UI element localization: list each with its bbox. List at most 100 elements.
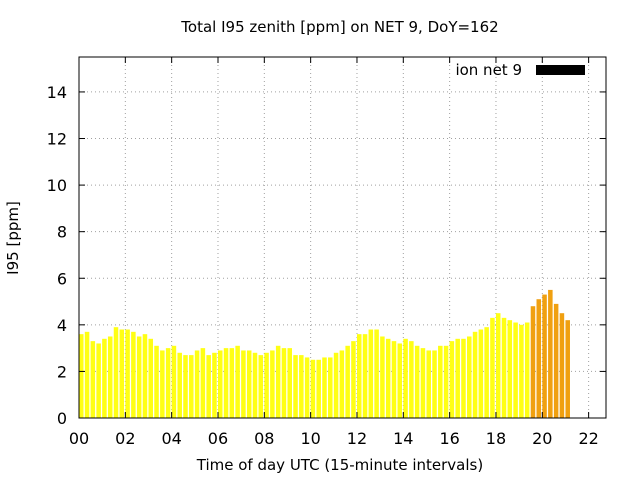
x-tick-label: 04 — [161, 429, 181, 448]
bar — [391, 341, 397, 418]
bar — [553, 303, 559, 418]
y-tick-label: 2 — [57, 362, 67, 381]
bar — [426, 350, 431, 418]
bar — [519, 324, 524, 418]
bar — [322, 357, 327, 418]
y-tick-label: 14 — [47, 83, 67, 102]
bar — [490, 317, 495, 418]
x-tick-label: 12 — [347, 429, 367, 448]
legend-label: ion net 9 — [455, 61, 522, 79]
x-tick-label: 00 — [69, 429, 89, 448]
bar — [235, 345, 240, 418]
bar — [119, 329, 125, 418]
bar — [310, 359, 316, 418]
x-axis-label: Time of day UTC (15-minute intervals) — [196, 456, 483, 474]
y-axis-label: I95 [ppm] — [4, 201, 22, 275]
bar — [264, 352, 269, 418]
legend: ion net 9 — [455, 61, 585, 79]
bar — [530, 306, 536, 418]
bar — [339, 350, 345, 418]
bar — [136, 336, 142, 418]
y-tick-label: 12 — [47, 130, 67, 149]
bar — [432, 350, 437, 418]
bar — [246, 350, 252, 418]
bar — [565, 320, 570, 418]
bar — [328, 357, 333, 418]
bar — [90, 341, 96, 418]
bar — [374, 329, 379, 418]
bar — [165, 348, 171, 418]
bar — [275, 345, 281, 418]
x-tick-label: 10 — [300, 429, 320, 448]
bar — [206, 355, 211, 418]
bar — [281, 348, 287, 418]
x-tick-label: 22 — [578, 429, 598, 448]
x-tick-label: 06 — [208, 429, 228, 448]
bar — [362, 334, 368, 418]
bar — [304, 357, 310, 418]
bar — [212, 352, 217, 418]
bar — [420, 348, 426, 418]
bar — [368, 329, 374, 418]
bar — [380, 336, 385, 418]
bar — [258, 355, 264, 418]
bar — [351, 341, 356, 418]
bar — [160, 350, 165, 418]
bar — [84, 331, 90, 418]
legend-swatch — [536, 65, 585, 75]
bar — [102, 338, 107, 418]
bar — [171, 345, 177, 418]
x-tick-label: 18 — [486, 429, 506, 448]
y-ticks: 0 2 4 6 8 10 12 14 — [47, 83, 606, 428]
bar — [461, 338, 466, 418]
bar — [467, 336, 472, 418]
x-tick-label: 16 — [439, 429, 459, 448]
bar — [217, 350, 223, 418]
bar — [194, 350, 200, 418]
bars — [79, 289, 570, 418]
bar — [472, 331, 478, 418]
bar — [443, 345, 449, 418]
bar — [403, 338, 408, 418]
chart-title: Total I95 zenith [ppm] on NET 9, DoY=162 — [180, 18, 498, 36]
bar — [200, 348, 206, 418]
bar — [107, 336, 113, 418]
bar — [177, 352, 182, 418]
bar — [495, 313, 501, 418]
x-ticks: 00 02 04 06 08 10 12 14 16 18 20 22 — [69, 57, 599, 448]
bar — [299, 355, 304, 418]
bar — [189, 355, 194, 418]
bar — [542, 294, 547, 418]
bar — [501, 317, 507, 418]
bar — [270, 350, 275, 418]
y-tick-label: 0 — [57, 409, 67, 428]
bar — [131, 331, 136, 418]
x-tick-label: 14 — [393, 429, 413, 448]
bar — [79, 334, 84, 418]
bar — [293, 355, 298, 418]
bar — [559, 313, 565, 418]
bar — [409, 341, 414, 418]
y-tick-label: 4 — [57, 316, 67, 335]
bar — [287, 348, 293, 418]
bar — [113, 327, 119, 418]
y-tick-label: 8 — [57, 223, 67, 242]
bar — [316, 359, 321, 418]
bar — [524, 322, 530, 418]
bar — [345, 345, 350, 418]
bar — [125, 329, 130, 418]
bar — [507, 320, 513, 418]
bar — [142, 334, 148, 418]
y-tick-label: 6 — [57, 269, 67, 288]
bar — [455, 338, 460, 418]
bar — [484, 327, 489, 418]
bar — [513, 322, 518, 418]
bar — [148, 338, 154, 418]
y-tick-label: 10 — [47, 176, 67, 195]
bar — [414, 345, 420, 418]
bar — [397, 343, 403, 418]
bar — [183, 355, 188, 418]
bar — [385, 338, 391, 418]
x-tick-label: 02 — [115, 429, 135, 448]
